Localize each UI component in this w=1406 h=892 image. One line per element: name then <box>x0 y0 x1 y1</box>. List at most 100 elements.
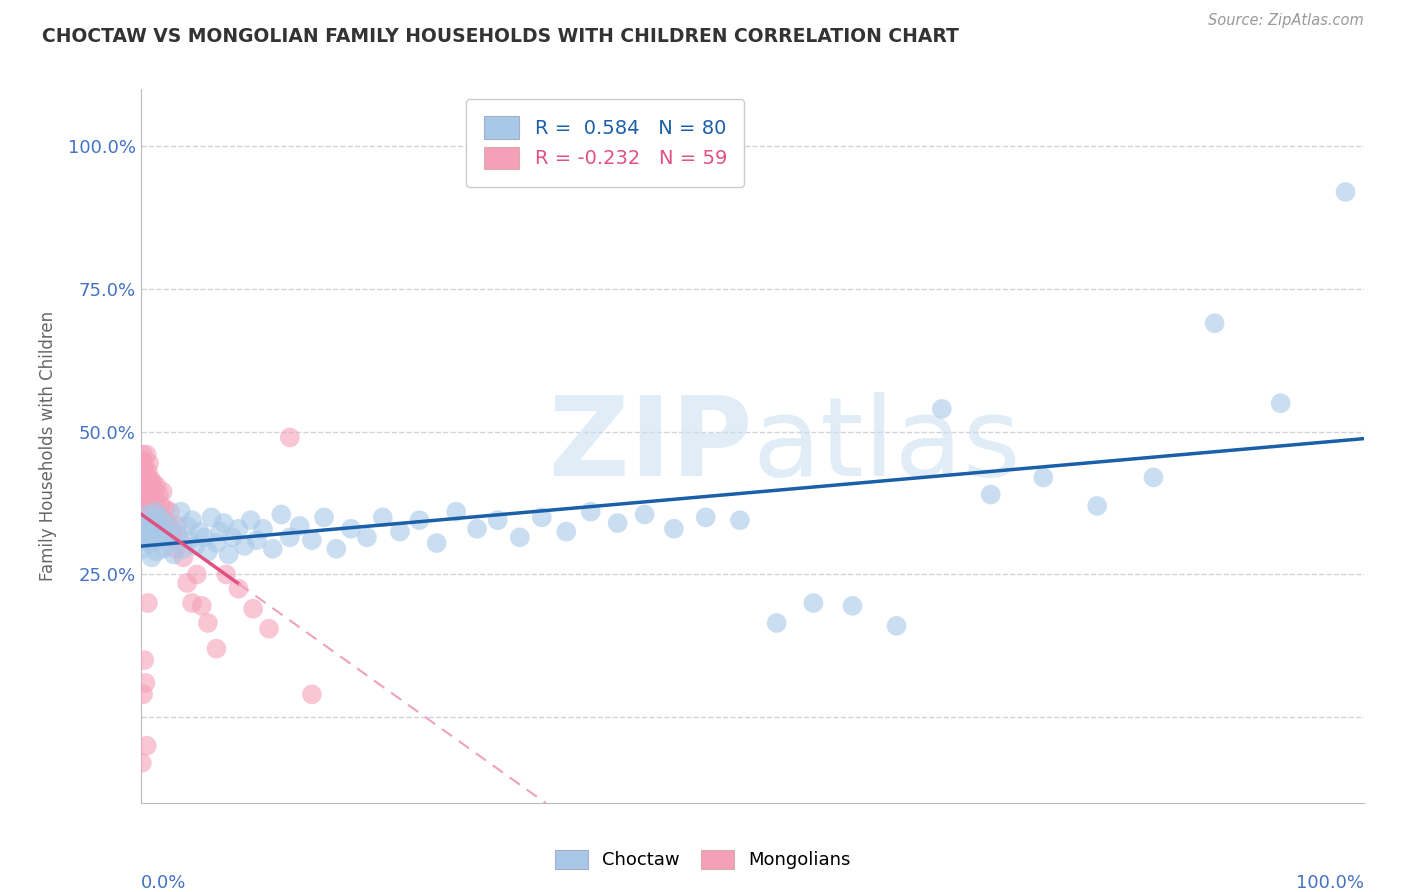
Point <box>465 522 488 536</box>
Point <box>156 516 179 530</box>
Point <box>136 508 159 522</box>
Point <box>132 476 155 491</box>
Point <box>132 487 155 501</box>
Point <box>728 513 751 527</box>
Point <box>242 601 264 615</box>
Point <box>191 599 214 613</box>
Point <box>301 533 323 548</box>
Y-axis label: Family Households with Children: Family Households with Children <box>38 311 56 581</box>
Point <box>134 456 156 470</box>
Point <box>221 530 243 544</box>
Point <box>131 453 153 467</box>
Point <box>135 522 157 536</box>
Point <box>530 510 553 524</box>
Point <box>170 505 193 519</box>
Point <box>132 448 155 462</box>
Point <box>841 599 863 613</box>
Point <box>886 619 908 633</box>
Point <box>197 615 219 630</box>
Point <box>509 530 531 544</box>
Point <box>134 470 156 484</box>
Point <box>160 522 183 536</box>
Point <box>340 522 363 536</box>
Point <box>215 567 238 582</box>
Point <box>149 510 172 524</box>
Point <box>228 522 250 536</box>
Point <box>325 541 347 556</box>
Point <box>134 533 156 548</box>
Point <box>356 530 378 544</box>
Point <box>662 522 685 536</box>
Point <box>138 536 160 550</box>
Point <box>695 510 717 524</box>
Point <box>131 470 153 484</box>
Point <box>141 550 163 565</box>
Point <box>131 756 153 770</box>
Point <box>426 536 449 550</box>
Point <box>301 687 323 701</box>
Text: 0.0%: 0.0% <box>141 874 186 892</box>
Point <box>132 687 155 701</box>
Point <box>131 465 153 479</box>
Point <box>136 465 159 479</box>
Point <box>143 493 166 508</box>
Point <box>200 510 222 524</box>
Point <box>139 484 162 499</box>
Point <box>134 516 156 530</box>
Point <box>135 491 157 505</box>
Legend: R =  0.584   N = 80, R = -0.232   N = 59: R = 0.584 N = 80, R = -0.232 N = 59 <box>467 99 744 186</box>
Point <box>233 539 256 553</box>
Text: Source: ZipAtlas.com: Source: ZipAtlas.com <box>1208 13 1364 29</box>
Point <box>179 533 201 548</box>
Point <box>134 653 156 667</box>
Point <box>257 622 280 636</box>
Point <box>152 527 174 541</box>
Point <box>148 487 170 501</box>
Point <box>136 596 159 610</box>
Point <box>143 530 166 544</box>
Text: CHOCTAW VS MONGOLIAN FAMILY HOUSEHOLDS WITH CHILDREN CORRELATION CHART: CHOCTAW VS MONGOLIAN FAMILY HOUSEHOLDS W… <box>42 27 959 45</box>
Point <box>142 513 165 527</box>
Point <box>134 482 156 496</box>
Point <box>163 541 186 556</box>
Point <box>152 484 174 499</box>
Point <box>288 519 311 533</box>
Point <box>134 676 156 690</box>
Point <box>153 516 176 530</box>
Point <box>150 499 173 513</box>
Point <box>145 479 167 493</box>
Point <box>246 533 269 548</box>
Point <box>212 516 235 530</box>
Point <box>765 615 787 630</box>
Point <box>135 473 157 487</box>
Point <box>145 544 167 558</box>
Point <box>143 484 166 499</box>
Point <box>153 541 176 556</box>
Point <box>153 501 176 516</box>
Point <box>172 541 194 556</box>
Text: atlas: atlas <box>752 392 1021 500</box>
Point <box>138 493 160 508</box>
Point <box>205 536 228 550</box>
Point <box>181 513 204 527</box>
Point <box>1032 470 1054 484</box>
Point <box>143 505 166 519</box>
Point <box>408 513 430 527</box>
Point <box>1085 499 1108 513</box>
Point <box>149 516 172 530</box>
Point <box>139 505 162 519</box>
Point <box>278 530 301 544</box>
Point <box>931 401 953 416</box>
Point <box>486 513 509 527</box>
Point <box>141 473 163 487</box>
Point <box>803 596 825 610</box>
Point <box>138 456 160 470</box>
Point <box>142 499 165 513</box>
Point <box>188 524 211 539</box>
Point <box>176 519 198 533</box>
Point <box>579 505 602 519</box>
Point <box>633 508 655 522</box>
Point <box>148 533 170 548</box>
Point <box>980 487 1002 501</box>
Point <box>153 513 176 527</box>
